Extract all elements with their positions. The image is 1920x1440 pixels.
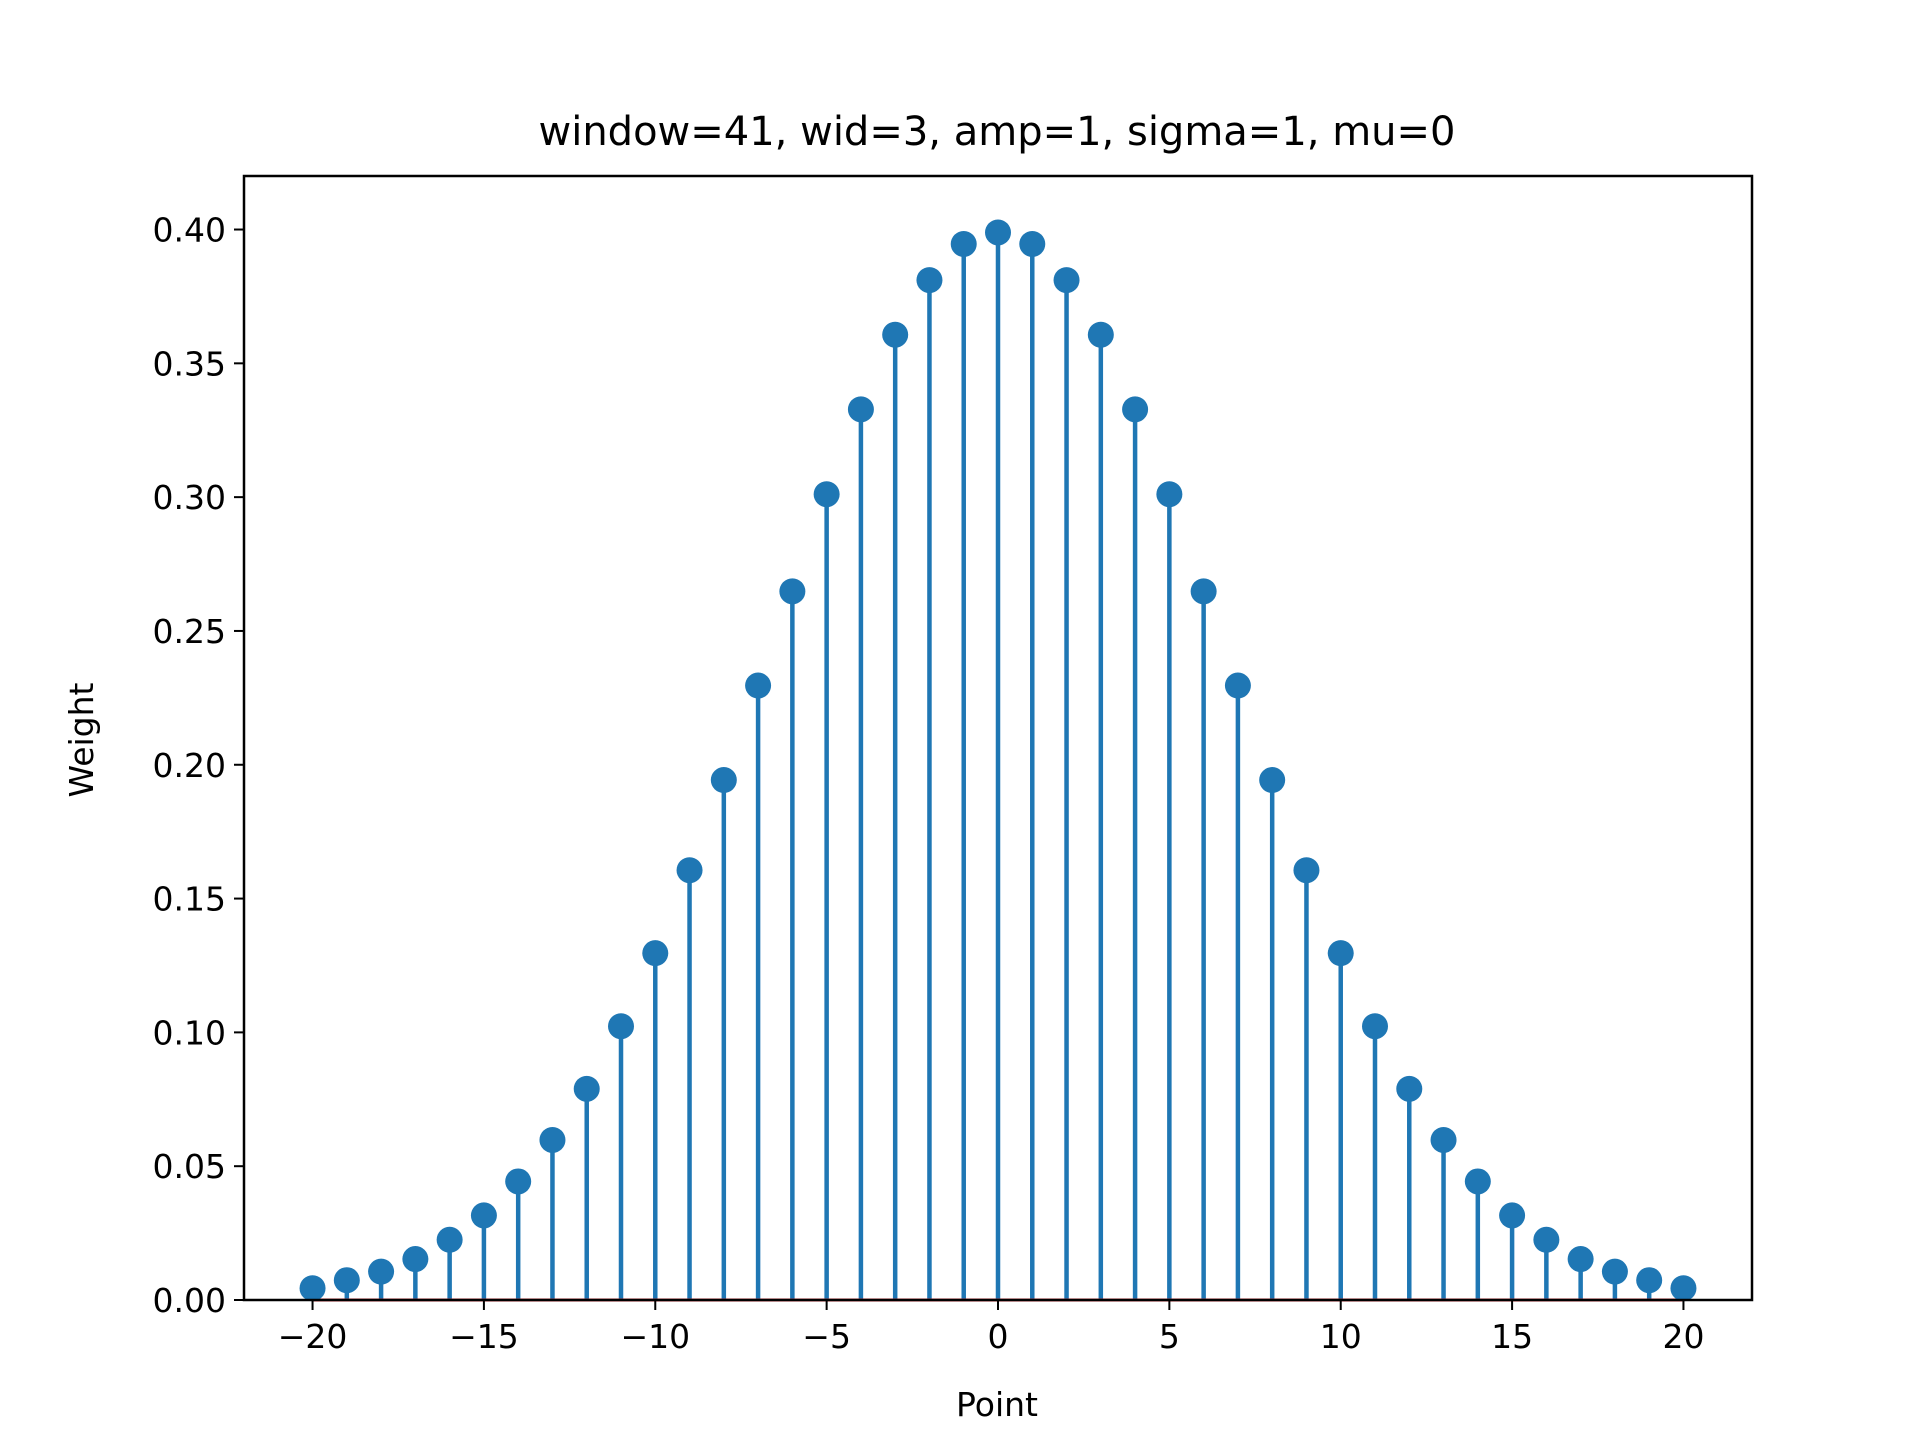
x-tick-label: −5 [802,1317,851,1356]
stem-marker [1533,1226,1560,1253]
y-axis: 0.00 0.05 0.10 0.15 0.20 0.25 0.30 0.35 0.40 [153,211,244,1320]
stem-marker [985,219,1011,246]
x-axis: −20 −15 −10 −5 0 5 10 15 20 [278,1300,1704,1356]
stem-marker [1087,321,1114,348]
stem-marker [1156,481,1183,508]
y-tick-label: 0.40 [153,211,226,250]
x-axis-label: Point [956,1385,1038,1424]
markers-layer [299,219,1697,1302]
stem-marker [1636,1267,1663,1294]
y-tick-label: 0.15 [153,880,226,919]
stem-marker [710,767,737,794]
stem-marker [402,1246,429,1273]
stem-marker [745,672,772,699]
y-tick-label: 0.10 [153,1013,226,1052]
stem-marker [608,1013,634,1040]
stem-marker [1601,1258,1628,1285]
stem-marker [1190,578,1217,605]
stem-marker [1053,267,1080,294]
x-tick-label: 20 [1662,1317,1704,1356]
x-tick-label: −20 [278,1317,348,1356]
chart-title: window=41, wid=3, amp=1, sigma=1, mu=0 [539,109,1456,155]
x-tick-label: 5 [1159,1317,1180,1356]
stem-marker [333,1267,360,1294]
stem-marker [676,857,703,884]
stem-marker [882,321,909,348]
stem-marker [847,396,874,423]
stem-marker [1464,1168,1491,1195]
stem-marker [539,1126,566,1153]
stem-marker [642,940,669,967]
x-tick-label: 10 [1320,1317,1362,1356]
stem-marker [1567,1246,1594,1273]
x-tick-label: 15 [1491,1317,1533,1356]
y-tick-label: 0.35 [153,344,226,383]
stem-marker [1293,857,1320,884]
x-tick-label: 0 [988,1317,1009,1356]
y-tick-label: 0.00 [153,1281,226,1320]
stem-marker [436,1226,463,1253]
stem-marker [505,1168,532,1195]
stem-marker [299,1275,326,1302]
stem-marker [1259,767,1286,794]
stem-marker [1224,672,1251,699]
stem-marker [1362,1013,1388,1040]
x-tick-label: −10 [620,1317,690,1356]
y-axis-label: Weight [62,682,101,797]
stem-marker [1499,1202,1526,1229]
stem-marker [916,267,943,294]
stem-marker [1670,1275,1697,1302]
x-tick-label: −15 [449,1317,519,1356]
y-tick-label: 0.20 [153,746,226,785]
stem-marker [368,1258,395,1285]
stem-marker [1396,1075,1423,1102]
stems-layer [310,232,1686,1300]
stem-marker [573,1075,600,1102]
stem-marker [779,578,806,605]
stem-marker [813,481,840,508]
y-tick-label: 0.05 [153,1147,226,1186]
stem-marker [470,1202,497,1229]
stem-marker [1327,940,1354,967]
stem-marker [950,230,977,257]
stem-marker [1019,230,1046,257]
y-tick-label: 0.25 [153,612,226,651]
y-tick-label: 0.30 [153,478,226,517]
stem-marker [1430,1126,1457,1153]
stem-marker [1122,396,1149,423]
